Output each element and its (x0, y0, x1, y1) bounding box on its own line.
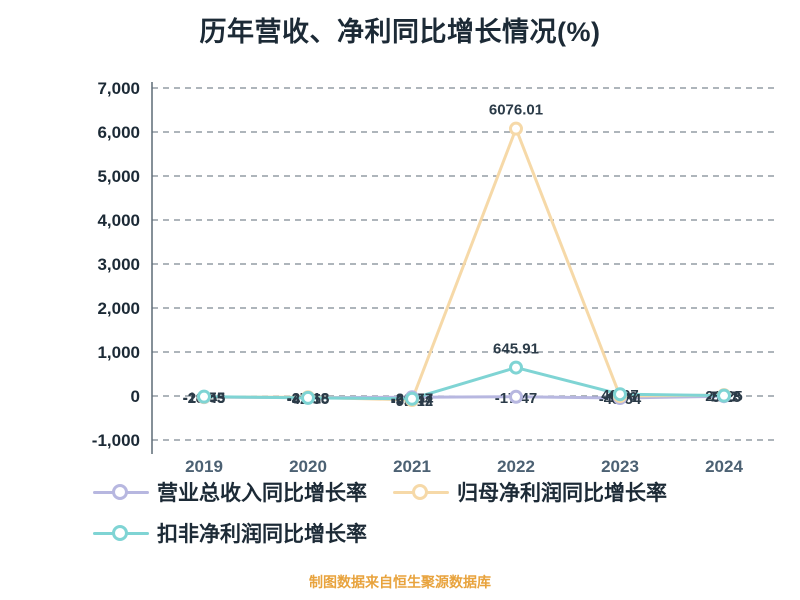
x-axis-tick-label: 2022 (497, 457, 535, 476)
x-axis-tick-label: 2023 (601, 457, 639, 476)
data-point-marker (301, 390, 315, 405)
legend-item[interactable]: 归母净利润同比增长率 (393, 477, 667, 507)
chart-title: 历年营收、净利同比增长情况(%) (199, 17, 601, 47)
y-axis-tick-label: 4,000 (97, 211, 140, 230)
x-axis-tick-label: 2024 (705, 457, 743, 476)
data-point-marker (509, 360, 523, 375)
data-point-marker (613, 387, 627, 402)
legend-marker-icon (393, 481, 449, 503)
data-point-marker (509, 121, 523, 136)
legend-item[interactable]: 扣非净利润同比增长率 (93, 518, 367, 548)
series-line (202, 127, 726, 402)
x-axis-tick-label: 2021 (393, 457, 431, 476)
data-point-marker (717, 388, 731, 403)
legend-label: 营业总收入同比增长率 (157, 482, 367, 505)
footer-note: 制图数据来自恒生聚源数据库 (309, 574, 491, 590)
x-axis-tick-label: 2020 (289, 457, 327, 476)
series-line (202, 366, 726, 401)
legend-label: 扣非净利润同比增长率 (157, 523, 367, 546)
y-axis-tick-label: 3,000 (97, 255, 140, 274)
y-axis-tick-label: 1,000 (97, 343, 140, 362)
data-point-marker (509, 389, 523, 404)
x-axis-tick-label: 2019 (185, 457, 223, 476)
data-point-label: 645.91 (493, 341, 539, 358)
chart-legend-row-1: 营业总收入同比增长率 归母净利润同比增长率 (93, 477, 693, 507)
data-point-label: 6076.01 (489, 102, 543, 119)
legend-item[interactable]: 营业总收入同比增长率 (93, 477, 367, 507)
y-axis-tick-label: 2,000 (97, 299, 140, 318)
legend-label: 归母净利润同比增长率 (457, 482, 667, 505)
y-axis-tick-label: -1,000 (92, 431, 140, 450)
legend-marker-icon (93, 481, 149, 503)
data-point-marker (405, 391, 419, 406)
y-axis-tick-label: 7,000 (97, 79, 140, 98)
data-point-marker (197, 389, 211, 404)
chart-legend-row-2: 扣非净利润同比增长率 (93, 518, 393, 548)
legend-marker-icon (93, 522, 149, 544)
y-axis-tick-label: 0 (131, 387, 140, 406)
y-axis-tick-label: 5,000 (97, 167, 140, 186)
y-axis-tick-label: 6,000 (97, 123, 140, 142)
